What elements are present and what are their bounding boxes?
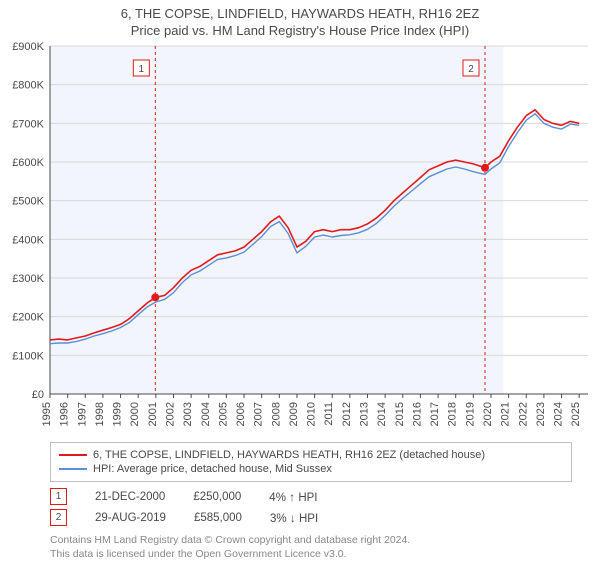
legend-swatch: [59, 468, 87, 470]
svg-text:1: 1: [139, 64, 145, 75]
svg-text:1996: 1996: [59, 402, 71, 426]
title-subtitle: Price paid vs. HM Land Registry's House …: [0, 23, 600, 38]
arrow-up-icon: ↑: [289, 490, 295, 504]
sale-date: 29-AUG-2019: [95, 512, 166, 524]
sale-date: 21-DEC-2000: [95, 491, 165, 503]
svg-text:2023: 2023: [535, 402, 547, 426]
svg-text:2019: 2019: [464, 402, 476, 426]
svg-text:2011: 2011: [323, 402, 335, 426]
svg-text:2021: 2021: [500, 402, 512, 426]
svg-text:£200K: £200K: [12, 312, 44, 324]
sale-markers-table: 1 21-DEC-2000 £250,000 4% ↑ HPI 2 29-AUG…: [50, 488, 572, 526]
footer-attribution: Contains HM Land Registry data © Crown c…: [50, 534, 572, 561]
price-chart: £0 £100K £200K £300K £400K £500K £600K £700K £80…: [0, 38, 600, 438]
svg-text:2007: 2007: [253, 402, 265, 426]
svg-text:2002: 2002: [164, 402, 176, 426]
svg-text:1999: 1999: [112, 402, 124, 426]
sale-badge: 2: [50, 509, 67, 526]
legend-row-property: 6, THE COPSE, LINDFIELD, HAYWARDS HEATH,…: [59, 449, 563, 461]
svg-text:1997: 1997: [76, 402, 88, 426]
svg-text:2005: 2005: [217, 402, 229, 426]
svg-text:2025: 2025: [570, 402, 582, 426]
legend-swatch: [59, 454, 87, 456]
sale-delta: 4% ↑ HPI: [269, 490, 317, 504]
sale-badge: 1: [50, 488, 67, 505]
title-address: 6, THE COPSE, LINDFIELD, HAYWARDS HEATH,…: [0, 6, 600, 21]
svg-text:£900K: £900K: [12, 41, 44, 53]
svg-text:£600K: £600K: [12, 157, 44, 169]
sale-row: 1 21-DEC-2000 £250,000 4% ↑ HPI: [50, 488, 572, 505]
svg-text:2017: 2017: [429, 402, 441, 426]
svg-text:£0: £0: [32, 389, 44, 401]
legend-label: 6, THE COPSE, LINDFIELD, HAYWARDS HEATH,…: [93, 449, 485, 461]
sale-price: £585,000: [194, 512, 242, 524]
svg-text:£700K: £700K: [12, 118, 44, 130]
svg-text:2010: 2010: [306, 402, 318, 426]
sale-price: £250,000: [193, 491, 241, 503]
svg-text:2: 2: [468, 64, 474, 75]
svg-text:2008: 2008: [270, 402, 282, 426]
svg-text:2018: 2018: [447, 402, 459, 426]
svg-text:2000: 2000: [129, 402, 141, 426]
svg-text:2012: 2012: [341, 402, 353, 426]
legend: 6, THE COPSE, LINDFIELD, HAYWARDS HEATH,…: [50, 442, 572, 482]
svg-text:2022: 2022: [517, 402, 529, 426]
svg-text:2015: 2015: [394, 402, 406, 426]
svg-text:2016: 2016: [411, 402, 423, 426]
sale-row: 2 29-AUG-2019 £585,000 3% ↓ HPI: [50, 509, 572, 526]
svg-text:2013: 2013: [359, 402, 371, 426]
svg-text:2004: 2004: [200, 402, 212, 426]
legend-row-hpi: HPI: Average price, detached house, Mid …: [59, 463, 563, 475]
svg-text:2003: 2003: [182, 402, 194, 426]
svg-text:2014: 2014: [376, 402, 388, 426]
svg-text:2009: 2009: [288, 402, 300, 426]
svg-text:£400K: £400K: [12, 234, 44, 246]
svg-text:1995: 1995: [41, 402, 53, 426]
svg-text:£100K: £100K: [12, 350, 44, 362]
legend-label: HPI: Average price, detached house, Mid …: [93, 463, 332, 475]
svg-text:2006: 2006: [235, 402, 247, 426]
sale-delta: 3% ↓ HPI: [270, 511, 318, 525]
arrow-down-icon: ↓: [290, 511, 296, 525]
svg-text:2020: 2020: [482, 402, 494, 426]
svg-text:2024: 2024: [553, 402, 565, 426]
svg-text:£500K: £500K: [12, 196, 44, 208]
svg-text:£800K: £800K: [12, 80, 44, 92]
svg-text:1998: 1998: [94, 402, 106, 426]
svg-text:£300K: £300K: [12, 273, 44, 285]
svg-text:2001: 2001: [147, 402, 159, 426]
